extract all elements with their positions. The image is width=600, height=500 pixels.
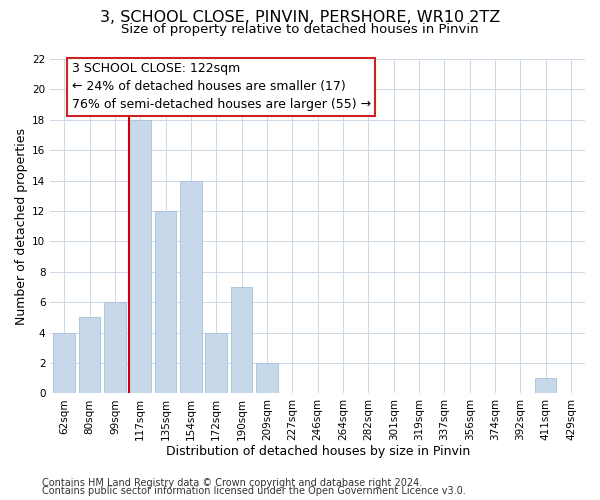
Bar xyxy=(231,287,253,394)
Bar xyxy=(130,120,151,394)
Text: Contains public sector information licensed under the Open Government Licence v3: Contains public sector information licen… xyxy=(42,486,466,496)
Y-axis label: Number of detached properties: Number of detached properties xyxy=(15,128,28,324)
X-axis label: Distribution of detached houses by size in Pinvin: Distribution of detached houses by size … xyxy=(166,444,470,458)
Bar xyxy=(53,332,75,394)
Bar xyxy=(180,180,202,394)
Bar xyxy=(205,332,227,394)
Bar xyxy=(79,318,100,394)
Text: Size of property relative to detached houses in Pinvin: Size of property relative to detached ho… xyxy=(121,22,479,36)
Bar xyxy=(155,211,176,394)
Bar xyxy=(104,302,125,394)
Bar xyxy=(535,378,556,394)
Text: 3, SCHOOL CLOSE, PINVIN, PERSHORE, WR10 2TZ: 3, SCHOOL CLOSE, PINVIN, PERSHORE, WR10 … xyxy=(100,10,500,25)
Bar xyxy=(256,363,278,394)
Text: 3 SCHOOL CLOSE: 122sqm
← 24% of detached houses are smaller (17)
76% of semi-det: 3 SCHOOL CLOSE: 122sqm ← 24% of detached… xyxy=(71,62,371,112)
Text: Contains HM Land Registry data © Crown copyright and database right 2024.: Contains HM Land Registry data © Crown c… xyxy=(42,478,422,488)
